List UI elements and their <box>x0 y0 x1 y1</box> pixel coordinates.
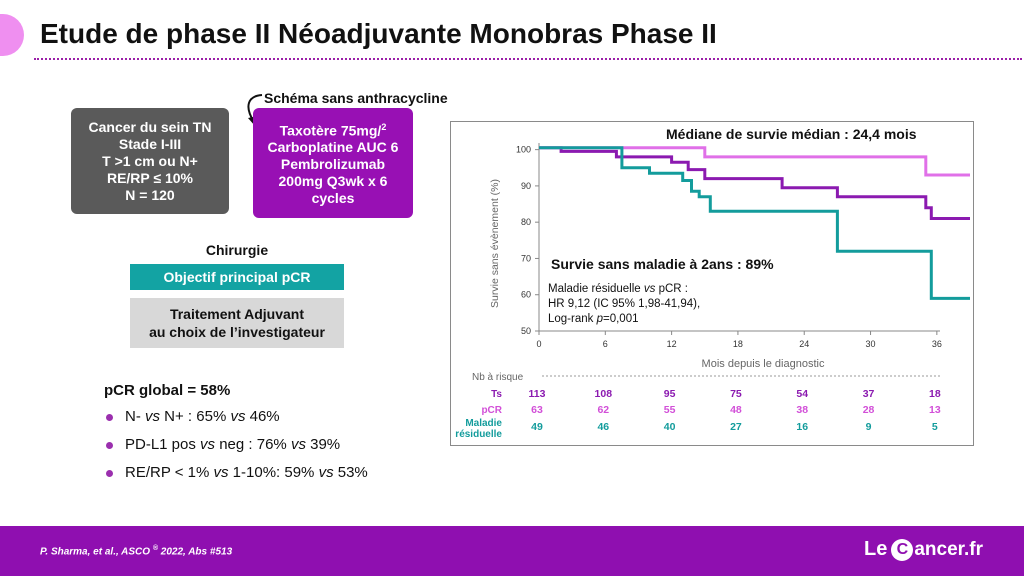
risk-value: 9 <box>866 421 872 433</box>
bullet-text: N- vs N+ : 65% vs 46% <box>125 408 280 425</box>
chart-frame <box>450 121 974 446</box>
results-bullet-list: N- vs N+ : 65% vs 46% PD-L1 pos vs neg :… <box>104 408 368 492</box>
bullet-text: RE/RP < 1% vs 1-10%: 59% vs 53% <box>125 464 368 481</box>
y-tick-label: 60 <box>521 290 531 300</box>
series-line-ts <box>539 146 970 220</box>
annotation-line-3: Log-rank p=0,001 <box>548 313 639 325</box>
bullet-item: N- vs N+ : 65% vs 46% <box>104 408 368 436</box>
y-tick-label: 50 <box>521 326 531 336</box>
annotation-line-2: HR 9,12 (IC 95% 1,98-41,94), <box>548 298 700 310</box>
x-tick-label: 6 <box>603 339 608 349</box>
risk-value: 48 <box>730 404 742 416</box>
x-axis-label: Mois depuis le diagnostic <box>702 358 825 370</box>
pcr-global-title: pCR global = 58% <box>104 382 231 399</box>
footer-bar <box>0 526 1024 576</box>
bullet-dot-icon <box>106 414 113 421</box>
bullet-dot-icon <box>106 470 113 477</box>
surgery-label: Chirurgie <box>205 242 269 258</box>
risk-value: 108 <box>595 388 613 400</box>
risk-value: 49 <box>531 421 543 433</box>
y-tick-label: 70 <box>521 253 531 263</box>
adjuvant-box: Traitement Adjuvant au choix de l’invest… <box>130 298 344 348</box>
bullet-text: PD-L1 pos vs neg : 76% vs 39% <box>125 436 341 453</box>
logo-text-le: Le <box>864 538 888 560</box>
risk-row-label: Ts <box>491 389 502 400</box>
x-tick-label: 12 <box>667 339 677 349</box>
bullet-item: RE/RP < 1% vs 1-10%: 59% vs 53% <box>104 464 368 492</box>
y-tick-label: 100 <box>516 145 531 155</box>
risk-value: 54 <box>796 388 808 400</box>
schema-label: Schéma sans anthracycline <box>264 90 448 106</box>
risk-value: 18 <box>929 388 941 400</box>
logo-text-rest: ancer.fr <box>914 538 983 560</box>
x-tick-label: 30 <box>866 339 876 349</box>
risk-value: 16 <box>796 421 808 433</box>
treatment-rest: Carboplatine AUC 6 Pembrolizumab 200mg Q… <box>267 139 399 207</box>
risk-value: 27 <box>730 421 742 433</box>
treatment-superscript: 2 <box>381 121 387 132</box>
y-tick-label: 80 <box>521 217 531 227</box>
title-divider <box>34 58 1022 60</box>
risk-value: 13 <box>929 404 941 416</box>
y-axis-label: Survie sans évènement (%) <box>489 179 501 308</box>
treatment-line1: Taxotère 75mg/ <box>279 122 382 139</box>
risk-value: 62 <box>597 404 609 416</box>
risk-value: 55 <box>664 404 676 416</box>
risk-value: 46 <box>597 421 609 433</box>
risk-table-header: Nb à risque <box>472 372 524 383</box>
treatment-box: Taxotère 75mg/2 Carboplatine AUC 6 Pembr… <box>253 108 413 218</box>
x-tick-label: 0 <box>536 339 541 349</box>
chart-subtitle: Survie sans maladie à 2ans : 89% <box>551 256 774 272</box>
corner-decoration <box>0 14 24 56</box>
bullet-dot-icon <box>106 442 113 449</box>
risk-value: 75 <box>730 388 742 400</box>
x-tick-label: 24 <box>799 339 809 349</box>
population-box: Cancer du sein TN Stade I-III T >1 cm ou… <box>71 108 229 214</box>
annotation-line-1: Maladie résiduelle vs pCR : <box>548 283 688 295</box>
risk-value: 40 <box>664 421 676 433</box>
footer-reference: P. Sharma, et al., ASCO ® 2022, Abs #513 <box>40 545 233 558</box>
risk-value: 37 <box>863 388 875 400</box>
survival-chart: 50 60 70 80 90 100 0 6 12 18 24 30 36 Mois depuis le … <box>455 126 970 440</box>
risk-value: 95 <box>664 388 676 400</box>
risk-value: 63 <box>531 404 543 416</box>
risk-row-label: Maladie <box>465 418 502 429</box>
risk-value: 38 <box>796 404 808 416</box>
treatment-text: Taxotère 75mg/2 Carboplatine AUC 6 Pembr… <box>268 119 399 208</box>
objective-box: Objectif principal pCR <box>130 264 344 290</box>
chart-title: Médiane de survie médian : 24,4 mois <box>666 126 917 142</box>
risk-row-label: résiduelle <box>455 429 502 440</box>
logo-c-icon: C <box>891 538 914 561</box>
risk-row-label: pCR <box>481 405 502 416</box>
x-tick-label: 36 <box>932 339 942 349</box>
slide-title: Etude de phase II Néoadjuvante Monobras … <box>40 18 717 49</box>
risk-value: 28 <box>863 404 875 416</box>
x-tick-label: 18 <box>733 339 743 349</box>
risk-value: 5 <box>932 421 938 433</box>
series-line-pcr <box>539 146 970 177</box>
y-tick-label: 90 <box>521 181 531 191</box>
bullet-item: PD-L1 pos vs neg : 76% vs 39% <box>104 436 368 464</box>
risk-value: 113 <box>529 388 546 400</box>
series-line-maladie-r-siduelle <box>539 146 970 300</box>
